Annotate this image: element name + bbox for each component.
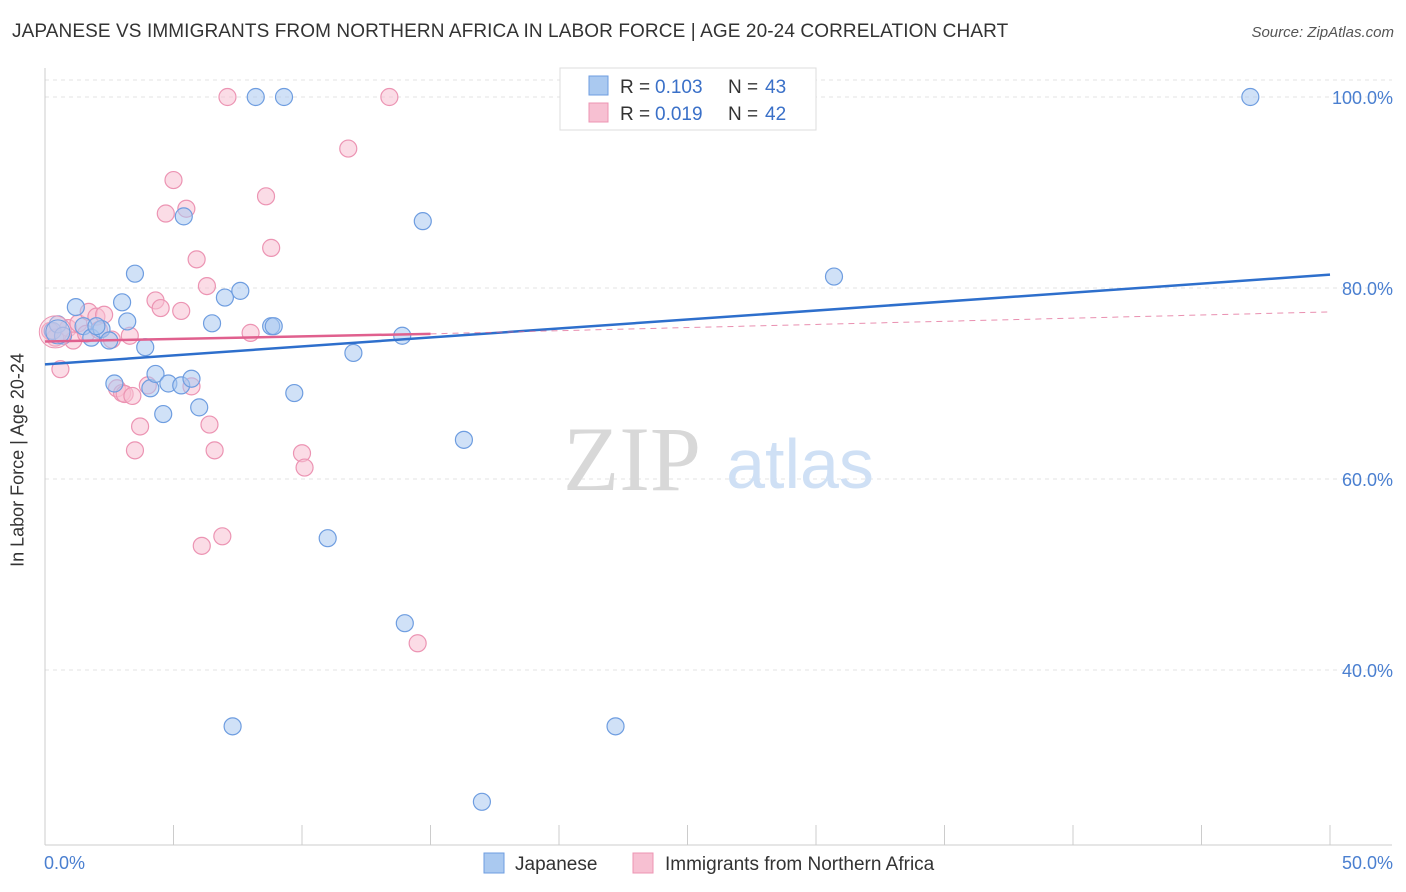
point-immigrants-32: [213, 527, 232, 546]
trend-line-japanese-0: [44, 273, 1331, 366]
point-japanese-10: [118, 312, 137, 331]
point-japanese-19: [182, 369, 201, 388]
watermark: ZIP atlas: [563, 408, 874, 510]
point-japanese-39: [824, 267, 844, 286]
point-japanese-21: [202, 314, 222, 333]
point-japanese-41: [1241, 87, 1260, 107]
data-points: [38, 87, 1260, 811]
trend-lines: [44, 273, 1331, 366]
point-immigrants-28: [192, 536, 211, 555]
point-japanese-8: [105, 374, 124, 393]
point-japanese-12: [136, 338, 155, 357]
gridlines: [45, 79, 1392, 671]
point-japanese-30: [344, 343, 363, 363]
point-cluster-japanese: [45, 319, 71, 345]
legend-r-label-immigrants: R =: [620, 104, 650, 125]
point-japanese-18: [174, 207, 193, 226]
watermark-zip: ZIP: [563, 408, 701, 510]
legend-n-label-immigrants: N =: [728, 104, 758, 125]
point-immigrants-27: [187, 250, 206, 269]
point-japanese-28: [285, 383, 304, 403]
point-immigrants-31: [205, 441, 224, 460]
point-japanese-11: [125, 264, 145, 283]
point-immigrants-39: [339, 139, 358, 158]
point-japanese-27: [274, 87, 294, 107]
x-tick-label-max: 50.0%: [1342, 853, 1393, 873]
point-immigrants-36: [262, 238, 281, 257]
trend-line-immigrants-1: [44, 332, 431, 343]
point-immigrants-21: [151, 298, 170, 318]
bottom-legend-label-immigrants: Immigrants from Northern Africa: [665, 854, 935, 875]
stats-legend: R = 0.103 N = 43 R = 0.019 N = 42: [559, 67, 817, 131]
point-japanese-34: [454, 430, 474, 449]
point-immigrants-23: [164, 170, 183, 190]
point-immigrants-2: [51, 360, 70, 379]
point-japanese-29: [318, 529, 337, 548]
point-immigrants-29: [197, 276, 217, 296]
point-japanese-23: [231, 281, 250, 300]
point-japanese-15: [154, 404, 173, 424]
tick-labels: 40.0% 60.0% 80.0% 100.0% 0.0% 50.0%: [44, 88, 1393, 873]
point-immigrants-22: [156, 204, 175, 223]
legend-swatch-japanese: [588, 75, 609, 96]
point-japanese-42: [87, 317, 106, 336]
point-immigrants-16: [123, 386, 142, 406]
trend-line-immigrants-2: [430, 311, 1331, 335]
point-immigrants-34: [241, 323, 260, 342]
point-japanese-26: [264, 317, 283, 336]
point-japanese-37: [606, 717, 625, 736]
point-japanese-9: [112, 293, 132, 312]
point-immigrants-17: [125, 441, 145, 460]
bottom-legend-label-japanese: Japanese: [515, 854, 597, 875]
chart-title: JAPANESE VS IMMIGRANTS FROM NORTHERN AFR…: [12, 21, 1009, 42]
chart-source: Source: ZipAtlas.com: [1251, 24, 1394, 41]
legend-n-value-japanese: 43: [765, 77, 786, 98]
point-immigrants-24: [172, 301, 191, 321]
point-immigrants-41: [408, 634, 427, 653]
point-japanese-20: [190, 398, 209, 417]
point-japanese-22: [215, 288, 234, 307]
legend-swatch-immigrants: [588, 102, 609, 123]
point-immigrants-38: [295, 458, 314, 477]
point-japanese-3: [66, 298, 85, 317]
point-immigrants-18: [130, 417, 150, 436]
legend-n-value-immigrants: 42: [765, 104, 786, 125]
point-japanese-24: [246, 87, 265, 107]
legend-r-value-immigrants: 0.019: [655, 104, 703, 125]
y-tick-label-60: 60.0%: [1342, 470, 1393, 490]
point-japanese-33: [413, 212, 432, 231]
y-tick-label-100: 100.0%: [1332, 88, 1393, 108]
legend-n-label-japanese: N =: [728, 77, 758, 98]
legend-r-value-japanese: 0.103: [655, 77, 703, 98]
axes: [44, 68, 1392, 846]
point-immigrants-33: [218, 87, 237, 107]
point-immigrants-30: [200, 415, 219, 434]
point-japanese-35: [472, 792, 491, 811]
point-immigrants-35: [256, 187, 276, 206]
series-legend: Japanese Immigrants from Northern Africa: [483, 852, 935, 875]
y-tick-label-40: 40.0%: [1342, 661, 1393, 681]
point-immigrants-40: [380, 87, 399, 107]
y-tick-label-80: 80.0%: [1342, 279, 1393, 299]
watermark-atlas: atlas: [726, 425, 874, 503]
point-japanese-40: [223, 717, 242, 736]
point-japanese-32: [395, 614, 414, 633]
bottom-legend-swatch-japanese: [483, 852, 505, 874]
point-japanese-14: [146, 364, 165, 384]
legend-r-label-japanese: R =: [620, 77, 650, 98]
bottom-legend-swatch-immigrants: [632, 852, 654, 874]
x-tick-label-min: 0.0%: [44, 853, 85, 873]
